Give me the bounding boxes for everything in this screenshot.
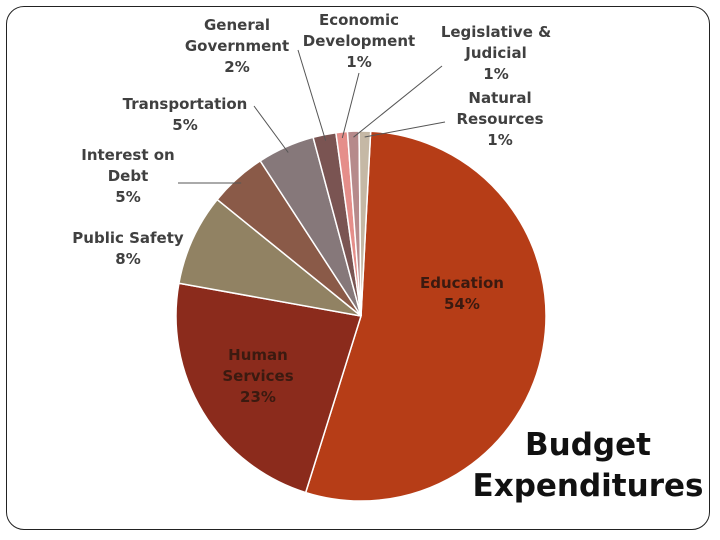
pie-slice-public-safety	[178, 198, 362, 317]
leader-line-general-government	[297, 49, 327, 141]
leader-line-transportation	[253, 105, 289, 153]
slice-label-natural-resources: Natural Resources 1%	[456, 89, 543, 149]
slice-label-human-services: Human Services 23%	[222, 346, 293, 406]
slice-label-general-government: General Government 2%	[185, 16, 289, 76]
leader-line-legislative-and-judicial	[353, 65, 443, 138]
slice-label-interest-on-debt: Interest on Debt 5%	[81, 146, 174, 206]
slice-label-legislative-and-judicial: Legislative & Judicial 1%	[441, 23, 551, 83]
pie-slice-education	[304, 130, 547, 502]
leader-line-economic-development	[341, 72, 360, 139]
slice-label-public-safety: Public Safety 8%	[72, 229, 184, 268]
slice-label-transportation: Transportation 5%	[123, 95, 248, 134]
leader-line-natural-resources	[364, 121, 446, 138]
pie-slice-natural-resources	[358, 130, 372, 317]
slice-label-education: Education 54%	[420, 274, 504, 313]
chart-title: Budget Expenditures	[473, 427, 704, 504]
pie-slice-human-services	[175, 282, 362, 494]
slide-frame	[6, 6, 710, 530]
slice-label-economic-development: Economic Development 1%	[303, 11, 415, 71]
